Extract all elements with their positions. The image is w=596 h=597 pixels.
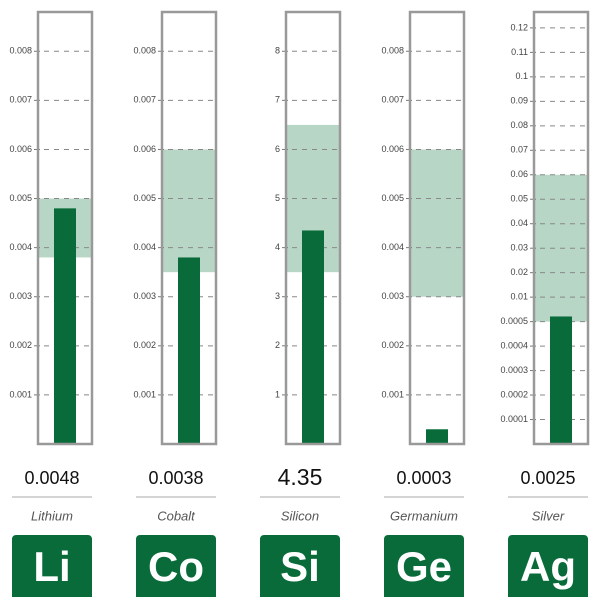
y-tick-label: 0.007 bbox=[9, 95, 32, 105]
symbol-box bbox=[136, 535, 216, 597]
y-tick-label: 8 bbox=[275, 46, 280, 56]
bar bbox=[178, 257, 200, 444]
y-tick-label: 0.005 bbox=[9, 193, 32, 203]
y-tick-label: 0.0005 bbox=[500, 316, 528, 326]
y-tick-label: 0.001 bbox=[381, 389, 404, 399]
y-tick-label: 0.001 bbox=[9, 389, 32, 399]
value-label: 0.0048 bbox=[24, 468, 79, 488]
frame bbox=[284, 10, 342, 446]
value-label: 0.0003 bbox=[396, 468, 451, 488]
y-tick-label: 5 bbox=[275, 193, 280, 203]
y-tick-label: 0.04 bbox=[510, 218, 528, 228]
frame bbox=[408, 10, 466, 446]
y-tick-label: 3 bbox=[275, 291, 280, 301]
symbol-box bbox=[260, 535, 340, 597]
value-label: 0.0038 bbox=[148, 468, 203, 488]
y-tick-label: 7 bbox=[275, 95, 280, 105]
y-tick-label: 4 bbox=[275, 242, 280, 252]
y-tick-label: 0.0003 bbox=[500, 365, 528, 375]
y-tick-label: 0.008 bbox=[133, 46, 156, 56]
frame bbox=[160, 10, 218, 446]
symbol-box bbox=[12, 535, 92, 597]
element-symbol: Li bbox=[33, 543, 70, 590]
element-name: Cobalt bbox=[157, 508, 196, 523]
y-tick-label: 0.002 bbox=[133, 340, 156, 350]
y-tick-label: 0.005 bbox=[381, 193, 404, 203]
y-tick-label: 0.003 bbox=[381, 291, 404, 301]
y-tick-label: 0.03 bbox=[510, 243, 528, 253]
y-tick-label: 0.008 bbox=[9, 46, 32, 56]
element-name: Silver bbox=[532, 508, 565, 523]
y-tick-label: 0.007 bbox=[133, 95, 156, 105]
y-tick-label: 0.003 bbox=[133, 291, 156, 301]
y-tick-label: 0.07 bbox=[510, 145, 528, 155]
bar bbox=[54, 208, 76, 444]
element-symbol: Si bbox=[280, 543, 320, 590]
y-tick-label: 0.002 bbox=[381, 340, 404, 350]
symbol-box bbox=[508, 535, 588, 597]
y-tick-label: 1 bbox=[275, 389, 280, 399]
y-tick-label: 0.1 bbox=[515, 71, 528, 81]
y-tick-label: 0.02 bbox=[510, 267, 528, 277]
value-label: 0.0025 bbox=[520, 468, 575, 488]
y-tick-label: 0.007 bbox=[381, 95, 404, 105]
y-tick-label: 0.05 bbox=[510, 194, 528, 204]
y-tick-label: 0.006 bbox=[9, 144, 32, 154]
y-tick-label: 0.006 bbox=[381, 144, 404, 154]
y-tick-label: 0.11 bbox=[511, 47, 528, 57]
y-tick-label: 0.003 bbox=[9, 291, 32, 301]
y-tick-label: 6 bbox=[275, 144, 280, 154]
bar bbox=[550, 316, 572, 444]
band bbox=[162, 149, 216, 273]
y-tick-label: 2 bbox=[275, 340, 280, 350]
frame bbox=[36, 10, 94, 446]
bar bbox=[426, 429, 448, 444]
symbol-box bbox=[384, 535, 464, 597]
y-tick-label: 0.09 bbox=[510, 96, 528, 106]
y-tick-label: 0.004 bbox=[9, 242, 32, 252]
element-symbol: Ag bbox=[520, 543, 576, 590]
bar bbox=[302, 230, 324, 444]
element-symbol: Co bbox=[148, 543, 204, 590]
y-tick-label: 0.004 bbox=[133, 242, 156, 252]
y-tick-label: 0.01 bbox=[510, 292, 528, 302]
y-tick-label: 0.008 bbox=[381, 46, 404, 56]
value-label: 4.35 bbox=[278, 464, 323, 490]
element-name: Silicon bbox=[281, 508, 319, 523]
y-tick-label: 0.004 bbox=[381, 242, 404, 252]
y-tick-label: 0.06 bbox=[510, 169, 528, 179]
y-tick-label: 0.08 bbox=[510, 120, 528, 130]
frame bbox=[532, 10, 590, 446]
band bbox=[410, 149, 464, 297]
y-tick-label: 0.0001 bbox=[500, 414, 528, 424]
element-name: Germanium bbox=[390, 508, 458, 523]
y-tick-label: 0.005 bbox=[133, 193, 156, 203]
y-tick-label: 0.002 bbox=[9, 340, 32, 350]
element-symbol: Ge bbox=[396, 543, 452, 590]
y-tick-label: 0.006 bbox=[133, 144, 156, 154]
y-tick-label: 0.0002 bbox=[500, 389, 528, 399]
y-tick-label: 0.0004 bbox=[500, 340, 528, 350]
y-tick-label: 0.12 bbox=[510, 22, 528, 32]
element-name: Lithium bbox=[31, 508, 73, 523]
y-tick-label: 0.001 bbox=[133, 389, 156, 399]
